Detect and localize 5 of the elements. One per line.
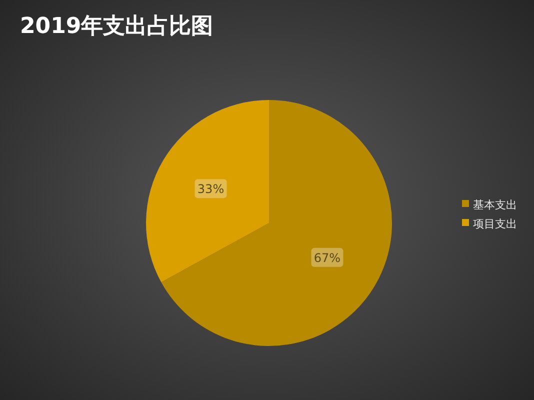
data-label: 33% [197, 182, 224, 196]
legend-label: 基本支出 [473, 198, 517, 212]
chart-title: 2019年支出占比图 [20, 14, 214, 39]
data-label: 67% [314, 250, 341, 265]
legend-label: 项目支出 [473, 218, 517, 230]
